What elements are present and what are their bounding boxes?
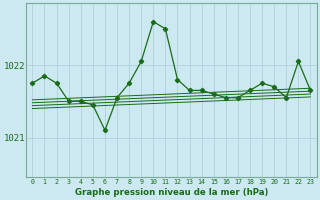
X-axis label: Graphe pression niveau de la mer (hPa): Graphe pression niveau de la mer (hPa): [75, 188, 268, 197]
